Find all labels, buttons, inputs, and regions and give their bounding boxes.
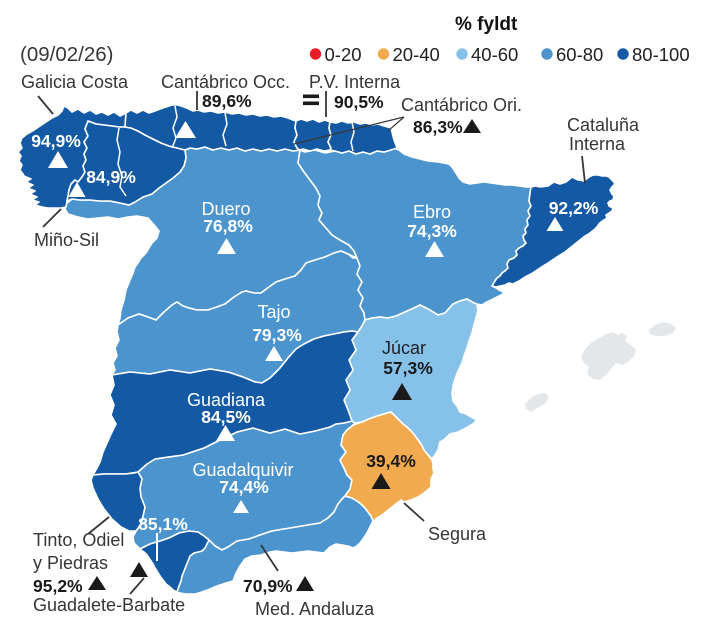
svg-text:Tinto, Odiel: Tinto, Odiel xyxy=(33,530,124,550)
svg-text:Tajo: Tajo xyxy=(257,302,290,322)
svg-text:40-60: 40-60 xyxy=(471,44,518,65)
svg-text:Guadiana: Guadiana xyxy=(187,390,266,410)
svg-text:84,5%: 84,5% xyxy=(201,407,251,427)
svg-text:Interna: Interna xyxy=(569,134,626,154)
svg-text:% fyldt: % fyldt xyxy=(455,14,518,35)
svg-text:Cantábrico Ori.: Cantábrico Ori. xyxy=(401,95,522,115)
svg-text:84,9%: 84,9% xyxy=(86,167,136,187)
svg-text:Júcar: Júcar xyxy=(382,338,426,358)
svg-text:Segura: Segura xyxy=(428,524,487,544)
svg-text:Cantábrico Occ.: Cantábrico Occ. xyxy=(161,72,290,92)
svg-text:Ebro: Ebro xyxy=(413,202,451,222)
svg-text:Duero: Duero xyxy=(201,199,250,219)
svg-text:94,9%: 94,9% xyxy=(31,131,81,151)
svg-text:74,4%: 74,4% xyxy=(219,477,269,497)
svg-text:60-80: 60-80 xyxy=(556,44,603,65)
svg-text:Guadalete-Barbate: Guadalete-Barbate xyxy=(33,595,185,615)
svg-text:Miño-Sil: Miño-Sil xyxy=(34,230,99,250)
svg-text:89,6%: 89,6% xyxy=(202,91,252,111)
svg-text:76,8%: 76,8% xyxy=(203,216,253,236)
svg-text:Galicia Costa: Galicia Costa xyxy=(21,72,129,92)
svg-text:85,1%: 85,1% xyxy=(138,514,188,534)
svg-text:86,3%: 86,3% xyxy=(413,117,463,137)
svg-text:Cataluña: Cataluña xyxy=(567,115,640,135)
svg-text:39,4%: 39,4% xyxy=(366,451,416,471)
svg-text:y Piedras: y Piedras xyxy=(33,553,108,573)
svg-text:92,2%: 92,2% xyxy=(549,198,599,218)
svg-text:79,3%: 79,3% xyxy=(252,325,302,345)
svg-text:95,2%: 95,2% xyxy=(33,576,83,596)
svg-text:70,9%: 70,9% xyxy=(243,576,293,596)
svg-text:0-20: 0-20 xyxy=(325,44,362,65)
svg-text:P.V. Interna: P.V. Interna xyxy=(309,72,401,92)
svg-text:90,5%: 90,5% xyxy=(334,92,384,112)
svg-text:57,3%: 57,3% xyxy=(383,358,433,378)
svg-text:20-40: 20-40 xyxy=(393,44,440,65)
svg-text:74,3%: 74,3% xyxy=(407,221,457,241)
svg-text:Med. Andaluza: Med. Andaluza xyxy=(255,599,375,619)
svg-text:80-100: 80-100 xyxy=(632,44,690,65)
svg-text:(09/02/26): (09/02/26) xyxy=(20,43,113,66)
svg-text:Guadalquivir: Guadalquivir xyxy=(192,460,293,480)
